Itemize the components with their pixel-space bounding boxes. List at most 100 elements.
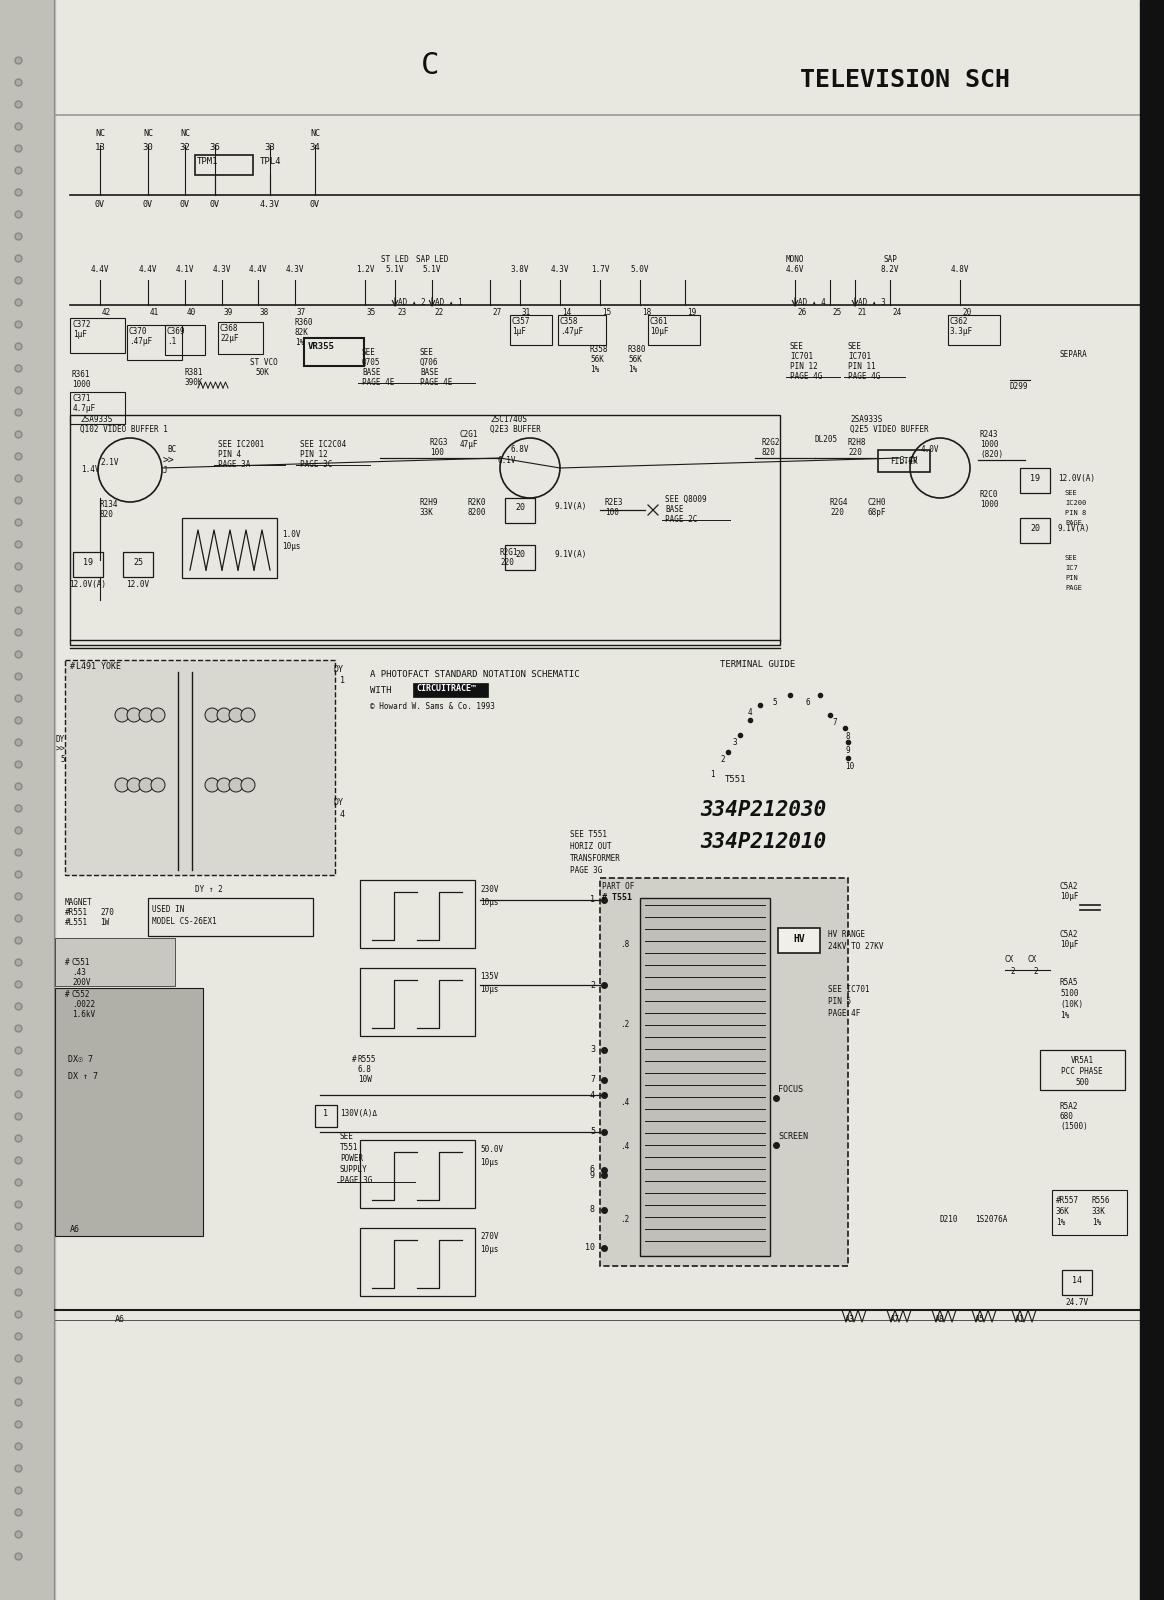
Text: 10W: 10W bbox=[359, 1075, 371, 1085]
Text: SEE: SEE bbox=[790, 342, 804, 350]
Bar bbox=[123, 552, 152, 578]
Text: NC: NC bbox=[310, 130, 320, 138]
Text: C2G1: C2G1 bbox=[460, 430, 478, 438]
Text: .2: .2 bbox=[620, 1214, 630, 1224]
Text: 4.8V: 4.8V bbox=[951, 266, 970, 274]
Text: PCC PHASE: PCC PHASE bbox=[1062, 1067, 1102, 1075]
Text: PIN 4: PIN 4 bbox=[218, 450, 241, 459]
Text: 1: 1 bbox=[340, 675, 345, 685]
Text: 25: 25 bbox=[133, 558, 143, 566]
Text: 35: 35 bbox=[367, 307, 376, 317]
Text: 2.1V: 2.1V bbox=[101, 458, 119, 467]
Text: C371: C371 bbox=[73, 394, 92, 403]
Text: #R551: #R551 bbox=[65, 909, 88, 917]
Text: 2SA933S: 2SA933S bbox=[80, 414, 113, 424]
Text: SAP LED
5.1V: SAP LED 5.1V bbox=[416, 254, 448, 274]
Text: DY: DY bbox=[56, 734, 65, 744]
Text: 39: 39 bbox=[223, 307, 233, 317]
Text: 3.3μF: 3.3μF bbox=[950, 326, 973, 336]
Circle shape bbox=[115, 778, 129, 792]
Bar bbox=[778, 928, 819, 954]
Text: SEE IC2001: SEE IC2001 bbox=[218, 440, 264, 450]
Text: R360: R360 bbox=[294, 318, 313, 326]
Text: A6: A6 bbox=[70, 1226, 80, 1234]
Bar bbox=[1052, 1190, 1127, 1235]
Text: 33: 33 bbox=[264, 142, 276, 152]
Text: C551: C551 bbox=[72, 958, 91, 966]
Text: PIN 8: PIN 8 bbox=[1065, 510, 1086, 515]
Text: C5A2: C5A2 bbox=[1060, 882, 1079, 891]
Text: 1.2V: 1.2V bbox=[356, 266, 375, 274]
Bar bbox=[360, 880, 475, 947]
Text: R134: R134 bbox=[100, 499, 119, 509]
Text: 56K: 56K bbox=[590, 355, 604, 365]
Text: 8: 8 bbox=[846, 733, 851, 741]
Text: R358: R358 bbox=[590, 346, 609, 354]
Text: Q102 VIDEO BUFFER 1: Q102 VIDEO BUFFER 1 bbox=[80, 426, 168, 434]
Text: R556: R556 bbox=[1092, 1197, 1110, 1205]
Text: MONO
4.6V: MONO 4.6V bbox=[786, 254, 804, 274]
Text: A PHOTOFACT STANDARD NOTATION SCHEMATIC: A PHOTOFACT STANDARD NOTATION SCHEMATIC bbox=[370, 670, 580, 678]
Text: PAGE 3C: PAGE 3C bbox=[300, 461, 333, 469]
Text: D210: D210 bbox=[941, 1214, 958, 1224]
Text: 20: 20 bbox=[1030, 525, 1039, 533]
Bar bbox=[73, 552, 102, 578]
Text: R243: R243 bbox=[980, 430, 999, 438]
Text: #: # bbox=[65, 958, 70, 966]
Bar bbox=[1020, 467, 1050, 493]
Text: 334P212030: 334P212030 bbox=[700, 800, 826, 819]
Text: 30: 30 bbox=[143, 142, 154, 152]
Bar bbox=[70, 414, 780, 645]
Text: 5: 5 bbox=[61, 755, 65, 765]
Text: FOCUS: FOCUS bbox=[778, 1085, 803, 1094]
Text: PAGE 2C: PAGE 2C bbox=[665, 515, 697, 525]
Text: PAGE 3G: PAGE 3G bbox=[570, 866, 603, 875]
Text: 6.8V: 6.8V bbox=[511, 445, 530, 454]
Text: 10μs: 10μs bbox=[480, 1245, 498, 1254]
Circle shape bbox=[115, 707, 129, 722]
Text: R2G1: R2G1 bbox=[501, 547, 518, 557]
Text: 1W: 1W bbox=[100, 918, 109, 926]
Text: R2E3: R2E3 bbox=[605, 498, 624, 507]
Text: 230V: 230V bbox=[480, 885, 498, 894]
Text: 1%: 1% bbox=[590, 365, 599, 374]
Text: 1.6kV: 1.6kV bbox=[72, 1010, 95, 1019]
Text: 20: 20 bbox=[961, 307, 971, 317]
Bar bbox=[0, 0, 55, 1600]
Text: 3.4V: 3.4V bbox=[900, 456, 918, 466]
Text: 100: 100 bbox=[430, 448, 443, 458]
Bar bbox=[599, 878, 849, 1266]
Text: 4.0V: 4.0V bbox=[921, 445, 939, 454]
Text: A7: A7 bbox=[890, 1315, 900, 1325]
Circle shape bbox=[217, 707, 230, 722]
Text: 9: 9 bbox=[846, 746, 851, 755]
Text: A5: A5 bbox=[975, 1315, 985, 1325]
Text: 32: 32 bbox=[179, 142, 191, 152]
Text: PAGE 3G: PAGE 3G bbox=[340, 1176, 372, 1186]
Text: 2: 2 bbox=[1032, 966, 1037, 976]
Text: 334P212010: 334P212010 bbox=[700, 832, 826, 851]
Text: PAGE 4G: PAGE 4G bbox=[849, 371, 880, 381]
Text: 14: 14 bbox=[562, 307, 572, 317]
Text: IC200: IC200 bbox=[1065, 499, 1086, 506]
Text: 68pF: 68pF bbox=[868, 509, 887, 517]
Circle shape bbox=[127, 778, 141, 792]
Text: .8: .8 bbox=[620, 939, 630, 949]
Circle shape bbox=[151, 707, 165, 722]
Text: #: # bbox=[352, 1054, 356, 1064]
Text: 220: 220 bbox=[830, 509, 844, 517]
Circle shape bbox=[205, 707, 219, 722]
Text: A8: A8 bbox=[935, 1315, 945, 1325]
Text: MAGNET: MAGNET bbox=[65, 898, 93, 907]
Text: 20: 20 bbox=[514, 502, 525, 512]
Text: PAGE 4G: PAGE 4G bbox=[790, 371, 823, 381]
Text: 4.1V: 4.1V bbox=[176, 266, 194, 274]
Text: 56K: 56K bbox=[629, 355, 641, 365]
Text: C362: C362 bbox=[950, 317, 968, 326]
Text: R2G3: R2G3 bbox=[430, 438, 448, 446]
Text: 20: 20 bbox=[514, 550, 525, 558]
Text: L491 YOKE: L491 YOKE bbox=[76, 662, 121, 670]
Text: 8: 8 bbox=[590, 1205, 595, 1214]
Text: 200V: 200V bbox=[72, 978, 91, 987]
Bar bbox=[304, 338, 364, 366]
